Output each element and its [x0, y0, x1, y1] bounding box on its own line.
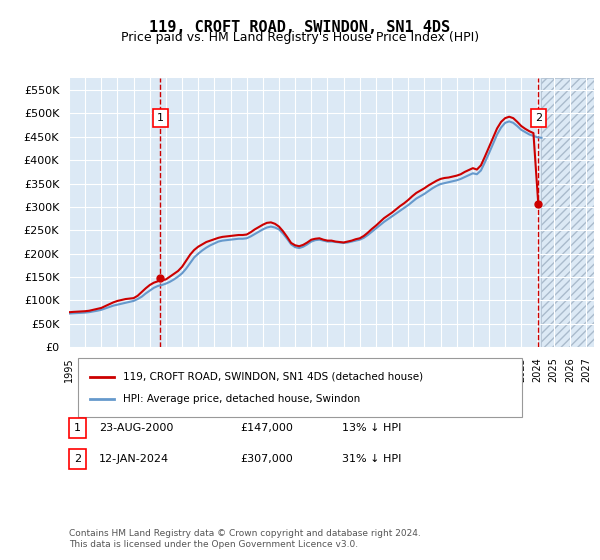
Text: 1: 1 [74, 423, 81, 433]
Text: 31% ↓ HPI: 31% ↓ HPI [342, 454, 401, 464]
Text: 12-JAN-2024: 12-JAN-2024 [99, 454, 169, 464]
Bar [541, 78, 594, 347]
Text: £307,000: £307,000 [240, 454, 293, 464]
Bar [541, 78, 594, 347]
Text: HPI: Average price, detached house, Swindon: HPI: Average price, detached house, Swin… [123, 394, 360, 404]
Text: 13% ↓ HPI: 13% ↓ HPI [342, 423, 401, 433]
Text: £147,000: £147,000 [240, 423, 293, 433]
Text: 119, CROFT ROAD, SWINDON, SN1 4DS: 119, CROFT ROAD, SWINDON, SN1 4DS [149, 20, 451, 35]
Text: 1: 1 [157, 113, 164, 123]
Text: 2: 2 [535, 113, 542, 123]
Text: 119, CROFT ROAD, SWINDON, SN1 4DS (detached house): 119, CROFT ROAD, SWINDON, SN1 4DS (detac… [123, 372, 423, 382]
Text: 23-AUG-2000: 23-AUG-2000 [99, 423, 173, 433]
Text: Contains HM Land Registry data © Crown copyright and database right 2024.
This d: Contains HM Land Registry data © Crown c… [69, 529, 421, 549]
Text: 2: 2 [74, 454, 81, 464]
Text: Price paid vs. HM Land Registry's House Price Index (HPI): Price paid vs. HM Land Registry's House … [121, 31, 479, 44]
